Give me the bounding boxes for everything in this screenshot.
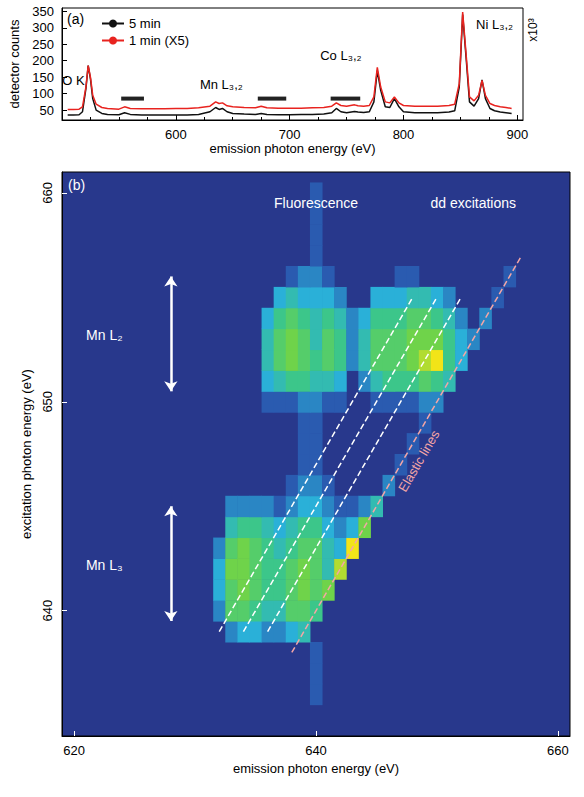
- svg-text:Ni L₃,₂: Ni L₃,₂: [476, 17, 513, 32]
- svg-text:700: 700: [279, 127, 301, 142]
- svg-text:x10³: x10³: [526, 18, 540, 41]
- svg-text:640: 640: [305, 743, 327, 758]
- svg-text:350: 350: [32, 4, 54, 19]
- svg-text:(a): (a): [67, 11, 84, 27]
- svg-text:660: 660: [547, 743, 569, 758]
- svg-text:640: 640: [40, 600, 55, 622]
- svg-text:O K: O K: [62, 73, 85, 88]
- svg-text:150: 150: [32, 70, 54, 85]
- svg-text:800: 800: [393, 127, 415, 142]
- svg-text:Fluorescence: Fluorescence: [274, 195, 358, 211]
- svg-text:(b): (b): [68, 177, 85, 193]
- svg-text:Mn L₃,₂: Mn L₃,₂: [200, 77, 243, 92]
- svg-text:emission photon energy (eV): emission photon energy (eV): [209, 141, 375, 156]
- svg-text:600: 600: [165, 127, 187, 142]
- svg-text:660: 660: [40, 182, 55, 204]
- svg-text:emission photon energy (eV): emission photon energy (eV): [233, 761, 399, 776]
- svg-text:Mn L₂: Mn L₂: [86, 327, 123, 343]
- svg-text:Co L₃,₂: Co L₃,₂: [320, 48, 361, 63]
- svg-text:250: 250: [32, 37, 54, 52]
- svg-text:900: 900: [506, 127, 528, 142]
- svg-text:excitation photon energy (eV): excitation photon energy (eV): [19, 369, 34, 539]
- svg-text:detector counts: detector counts: [7, 19, 22, 108]
- svg-text:Elastic lines: Elastic lines: [395, 427, 443, 494]
- svg-text:300: 300: [32, 20, 54, 35]
- svg-text:5 min: 5 min: [129, 16, 161, 31]
- svg-text:50: 50: [40, 103, 54, 118]
- svg-text:1 min (X5): 1 min (X5): [129, 33, 189, 48]
- svg-text:dd excitations: dd excitations: [430, 195, 516, 211]
- svg-text:200: 200: [32, 53, 54, 68]
- svg-text:Mn L₃: Mn L₃: [86, 557, 123, 573]
- svg-text:100: 100: [32, 86, 54, 101]
- svg-text:620: 620: [63, 743, 85, 758]
- svg-text:650: 650: [40, 391, 55, 413]
